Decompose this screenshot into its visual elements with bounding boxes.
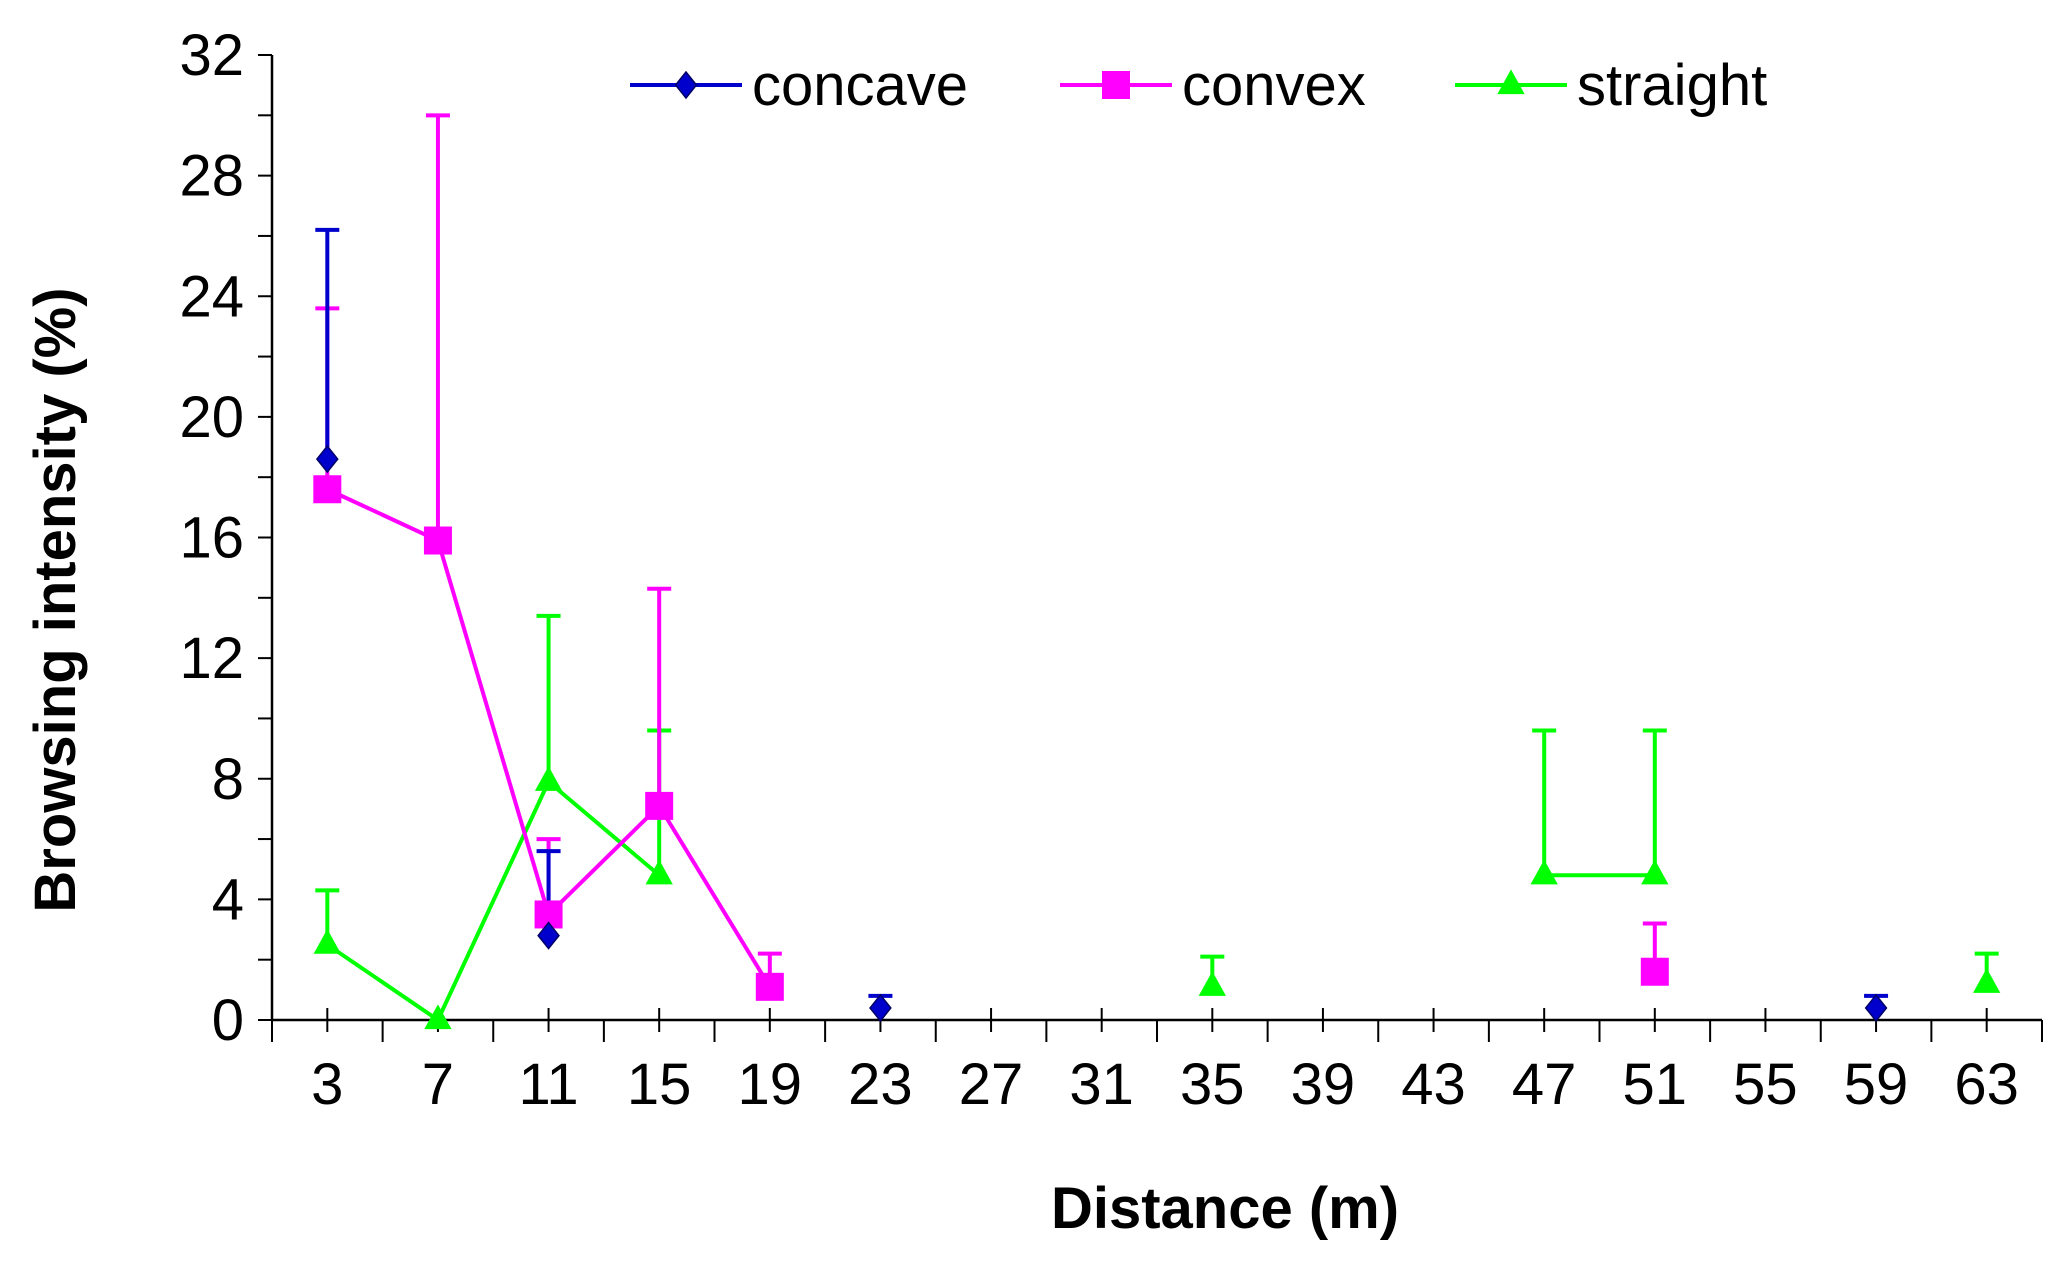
series-line-straight bbox=[436, 780, 551, 1021]
y-tick-label: 32 bbox=[179, 23, 244, 88]
x-tick-label: 27 bbox=[959, 1052, 1024, 1117]
x-tick-label: 47 bbox=[1512, 1052, 1577, 1117]
data-point-straight bbox=[534, 766, 563, 791]
legend-item-convex: convex bbox=[1060, 53, 1366, 118]
x-tick-label: 3 bbox=[311, 1052, 343, 1117]
series-line-convex bbox=[326, 487, 439, 543]
legend-label-convex: convex bbox=[1182, 53, 1366, 118]
x-axis-title: Distance (m) bbox=[1051, 1176, 1399, 1241]
series-line-straight bbox=[547, 780, 661, 877]
data-point-straight bbox=[313, 929, 341, 954]
x-tick-label: 55 bbox=[1733, 1052, 1798, 1117]
x-tick-label: 7 bbox=[422, 1052, 454, 1117]
legend-item-concave: concave bbox=[630, 53, 968, 118]
legend-marker-concave bbox=[674, 70, 698, 100]
series-line-convex bbox=[657, 804, 772, 988]
markers-convex bbox=[313, 475, 1669, 1001]
data-point-concave bbox=[315, 444, 339, 474]
y-tick-label: 0 bbox=[212, 988, 244, 1053]
legend-label-straight: straight bbox=[1577, 53, 1767, 118]
x-tick-label: 15 bbox=[627, 1052, 692, 1117]
series-convex bbox=[315, 113, 1667, 988]
legend-marker-straight bbox=[1497, 69, 1525, 95]
x-tick-label: 19 bbox=[738, 1052, 803, 1117]
data-point-convex bbox=[645, 791, 674, 820]
data-point-convex bbox=[1640, 957, 1669, 986]
y-tick-label: 16 bbox=[179, 506, 244, 571]
x-tick-label: 59 bbox=[1844, 1052, 1909, 1117]
data-point-straight bbox=[1198, 971, 1226, 996]
x-tick-label: 31 bbox=[1069, 1052, 1134, 1117]
data-point-straight bbox=[645, 859, 673, 885]
y-tick-label: 8 bbox=[212, 747, 244, 812]
x-tick-label: 63 bbox=[1954, 1052, 2019, 1117]
y-tick-label: 28 bbox=[179, 144, 244, 209]
data-point-concave bbox=[537, 921, 560, 950]
data-point-convex bbox=[755, 972, 784, 1001]
x-tick-label: 23 bbox=[848, 1052, 913, 1117]
markers-straight bbox=[313, 766, 2001, 1030]
y-tick-label: 20 bbox=[179, 385, 244, 450]
data-point-straight bbox=[424, 1004, 452, 1030]
x-tick-label: 51 bbox=[1623, 1052, 1688, 1117]
series-line-straight bbox=[326, 942, 440, 1022]
y-tick-label: 4 bbox=[212, 867, 244, 932]
legend: concave convex straight bbox=[630, 53, 1767, 118]
axes: 0 4 8 12 16 20 24 28 32 3 7 11 15 19 23 27 31 35 39 43 47 51 5… bbox=[179, 23, 2043, 1117]
data-point-concave bbox=[869, 993, 892, 1023]
legend-label-concave: concave bbox=[752, 53, 968, 118]
legend-item-straight: straight bbox=[1455, 53, 1767, 118]
data-point-straight bbox=[1973, 968, 2001, 993]
markers-concave bbox=[315, 444, 1888, 1023]
x-tick-label: 39 bbox=[1291, 1052, 1356, 1117]
data-point-straight bbox=[1530, 859, 1558, 885]
legend-marker-convex bbox=[1102, 71, 1130, 99]
data-point-convex bbox=[313, 475, 342, 504]
data-point-concave bbox=[1864, 993, 1888, 1023]
plot-area bbox=[313, 113, 2001, 1030]
x-tick-label: 43 bbox=[1401, 1052, 1466, 1117]
x-tick-label: 11 bbox=[518, 1052, 578, 1117]
y-tick-label: 12 bbox=[179, 626, 244, 691]
series-line-convex bbox=[436, 539, 551, 916]
data-point-straight bbox=[1641, 859, 1669, 885]
y-axis-title: Browsing intensity (%) bbox=[23, 287, 88, 912]
series-straight bbox=[315, 613, 1999, 1022]
series-concave bbox=[315, 227, 1889, 1008]
y-tick-label: 24 bbox=[179, 264, 244, 329]
x-tick-label: 35 bbox=[1180, 1052, 1245, 1117]
data-point-convex bbox=[423, 526, 452, 555]
series-line-convex bbox=[547, 804, 661, 916]
